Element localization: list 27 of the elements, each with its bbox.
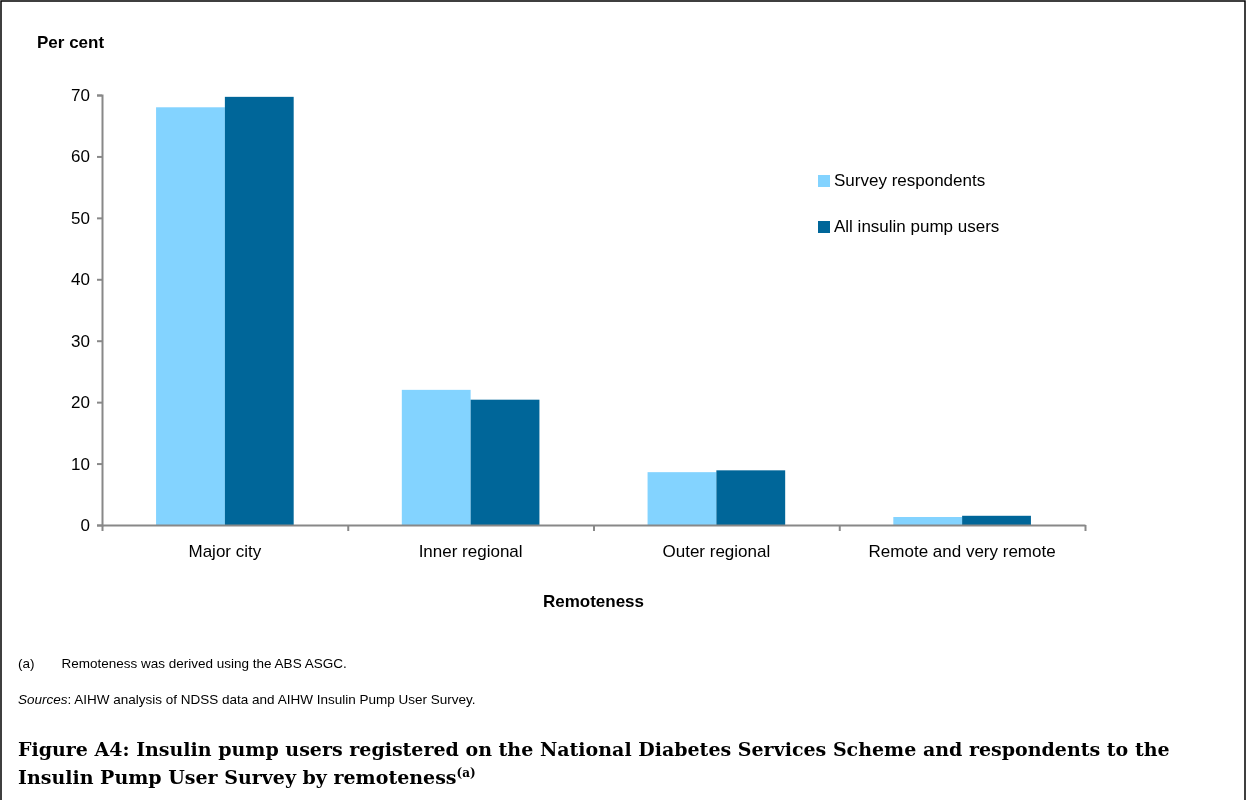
y-tick-label: 60 — [71, 147, 90, 167]
y-tick-label: 0 — [80, 515, 90, 535]
x-tick-label: Remote and very remote — [868, 542, 1056, 561]
bar — [224, 96, 294, 525]
x-axis-title: Remoteness — [542, 592, 645, 611]
bar — [716, 470, 786, 525]
bar — [401, 389, 471, 525]
y-tick-label: 50 — [71, 208, 90, 228]
bar — [156, 107, 225, 525]
y-tick-label: 30 — [71, 331, 90, 351]
bar — [893, 517, 963, 525]
legend-label: All insulin pump users — [834, 217, 1000, 236]
y-axis-title: Per cent — [37, 33, 105, 52]
x-tick-label: Inner regional — [418, 542, 523, 561]
y-tick-label: 20 — [71, 393, 90, 413]
y-tick-label: 40 — [71, 270, 90, 290]
legend-label: Survey respondents — [834, 171, 986, 190]
bar — [647, 472, 717, 525]
source-note: Sources: AIHW analysis of NDSS data and AIHW Insulin Pump User Survey. — [18, 692, 476, 707]
text: (a) Remoteness was derived using the ABS ASGC. — [18, 656, 347, 671]
chart-title: Figure A4: Insulin pump users registered on the National Diabetes Services Scheme and respondents to the Insulin Pump User Survey by remoteness$^{(a)}$ — [18, 738, 1170, 788]
x-tick-label: Major city — [188, 542, 262, 561]
bar — [962, 515, 1031, 525]
y-tick-label: 10 — [71, 454, 90, 474]
y-tick-label: 70 — [71, 85, 90, 105]
x-tick-label: Outer regional — [662, 542, 771, 561]
bar — [470, 399, 540, 525]
